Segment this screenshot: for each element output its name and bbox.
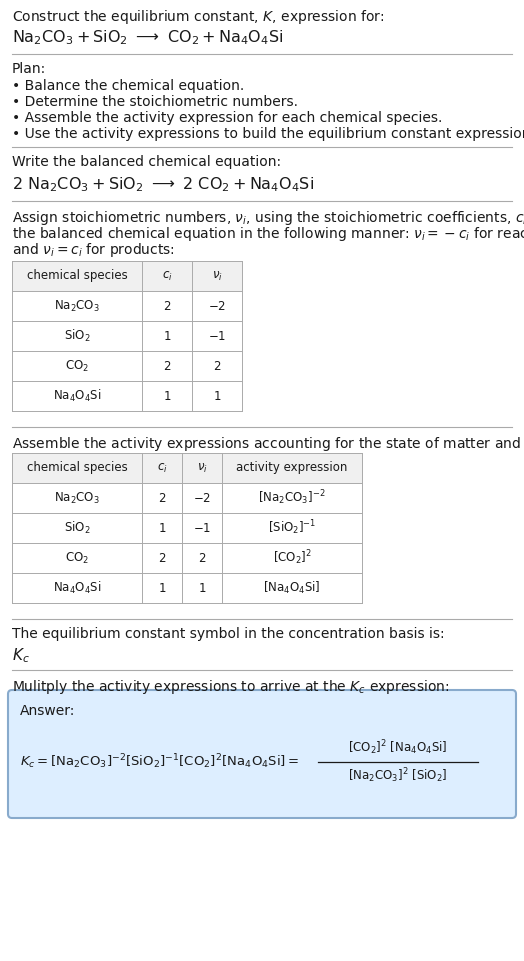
Text: chemical species: chemical species — [27, 269, 127, 283]
Text: $[\mathrm{SiO_2}]^{-1}$: $[\mathrm{SiO_2}]^{-1}$ — [268, 519, 316, 537]
Text: Plan:: Plan: — [12, 62, 46, 76]
Text: $\nu_i$: $\nu_i$ — [196, 461, 208, 475]
Text: activity expression: activity expression — [236, 461, 348, 475]
Text: $[\mathrm{CO_2}]^2$: $[\mathrm{CO_2}]^2$ — [272, 549, 311, 567]
Text: 2: 2 — [163, 359, 171, 373]
Text: 2: 2 — [163, 300, 171, 312]
Text: $\mathrm{CO_2}$: $\mathrm{CO_2}$ — [65, 358, 89, 374]
Text: chemical species: chemical species — [27, 461, 127, 475]
Text: • Use the activity expressions to build the equilibrium constant expression.: • Use the activity expressions to build … — [12, 127, 524, 141]
Text: 2: 2 — [158, 552, 166, 564]
FancyBboxPatch shape — [8, 690, 516, 818]
Text: $\mathrm{2\ Na_2CO_3 + SiO_2 \ \longrightarrow \ 2\ CO_2 + Na_4O_4Si}$: $\mathrm{2\ Na_2CO_3 + SiO_2 \ \longrigh… — [12, 175, 314, 194]
Text: $\mathrm{SiO_2}$: $\mathrm{SiO_2}$ — [64, 520, 90, 536]
Text: $[\mathrm{CO_2}]^2\ [\mathrm{Na_4O_4Si}]$: $[\mathrm{CO_2}]^2\ [\mathrm{Na_4O_4Si}]… — [348, 739, 447, 757]
Text: Answer:: Answer: — [20, 704, 75, 718]
Text: $\mathrm{Na_2CO_3 + SiO_2 \ \longrightarrow \ CO_2 + Na_4O_4Si}$: $\mathrm{Na_2CO_3 + SiO_2 \ \longrightar… — [12, 28, 283, 47]
Text: $c_i$: $c_i$ — [161, 269, 172, 283]
Text: $K_c$: $K_c$ — [12, 646, 30, 665]
Text: $-1$: $-1$ — [208, 330, 226, 342]
Text: the balanced chemical equation in the following manner: $\nu_i = -c_i$ for react: the balanced chemical equation in the fo… — [12, 225, 524, 243]
Text: 2: 2 — [158, 491, 166, 505]
Text: $K_c = [\mathrm{Na_2CO_3}]^{-2} [\mathrm{SiO_2}]^{-1} [\mathrm{CO_2}]^2 [\mathrm: $K_c = [\mathrm{Na_2CO_3}]^{-2} [\mathrm… — [20, 752, 299, 772]
Text: 1: 1 — [158, 522, 166, 534]
Text: $-1$: $-1$ — [193, 522, 211, 534]
Text: 2: 2 — [213, 359, 221, 373]
Text: Write the balanced chemical equation:: Write the balanced chemical equation: — [12, 155, 281, 169]
Text: Mulitply the activity expressions to arrive at the $K_c$ expression:: Mulitply the activity expressions to arr… — [12, 678, 450, 696]
Text: 1: 1 — [158, 581, 166, 595]
Text: The equilibrium constant symbol in the concentration basis is:: The equilibrium constant symbol in the c… — [12, 627, 445, 641]
Text: 2: 2 — [198, 552, 206, 564]
Text: $[\mathrm{Na_2CO_3}]^{-2}$: $[\mathrm{Na_2CO_3}]^{-2}$ — [258, 488, 326, 507]
Text: • Assemble the activity expression for each chemical species.: • Assemble the activity expression for e… — [12, 111, 442, 125]
Text: • Balance the chemical equation.: • Balance the chemical equation. — [12, 79, 244, 93]
Text: $\mathrm{SiO_2}$: $\mathrm{SiO_2}$ — [64, 328, 90, 344]
Text: $c_i$: $c_i$ — [157, 461, 167, 475]
Text: $\mathrm{Na_4O_4Si}$: $\mathrm{Na_4O_4Si}$ — [53, 388, 101, 404]
Text: $\mathrm{Na_2CO_3}$: $\mathrm{Na_2CO_3}$ — [54, 490, 100, 505]
Text: and $\nu_i = c_i$ for products:: and $\nu_i = c_i$ for products: — [12, 241, 175, 259]
Text: 1: 1 — [213, 389, 221, 403]
Text: Assign stoichiometric numbers, $\nu_i$, using the stoichiometric coefficients, $: Assign stoichiometric numbers, $\nu_i$, … — [12, 209, 524, 227]
FancyBboxPatch shape — [12, 261, 242, 291]
Text: 1: 1 — [163, 330, 171, 342]
Text: $[\mathrm{Na_2CO_3}]^2\ [\mathrm{SiO_2}]$: $[\mathrm{Na_2CO_3}]^2\ [\mathrm{SiO_2}]… — [348, 767, 447, 785]
Text: 1: 1 — [163, 389, 171, 403]
Text: $\mathrm{CO_2}$: $\mathrm{CO_2}$ — [65, 551, 89, 566]
Text: Construct the equilibrium constant, $K$, expression for:: Construct the equilibrium constant, $K$,… — [12, 8, 385, 26]
Text: 1: 1 — [198, 581, 206, 595]
Text: • Determine the stoichiometric numbers.: • Determine the stoichiometric numbers. — [12, 95, 298, 109]
Text: $-2$: $-2$ — [208, 300, 226, 312]
Text: $-2$: $-2$ — [193, 491, 211, 505]
FancyBboxPatch shape — [12, 453, 362, 483]
Text: $[\mathrm{Na_4O_4Si}]$: $[\mathrm{Na_4O_4Si}]$ — [263, 579, 321, 596]
Text: $\nu_i$: $\nu_i$ — [212, 269, 222, 283]
Text: Assemble the activity expressions accounting for the state of matter and $\nu_i$: Assemble the activity expressions accoun… — [12, 435, 524, 453]
Text: $\mathrm{Na_2CO_3}$: $\mathrm{Na_2CO_3}$ — [54, 299, 100, 313]
Text: $\mathrm{Na_4O_4Si}$: $\mathrm{Na_4O_4Si}$ — [53, 579, 101, 596]
